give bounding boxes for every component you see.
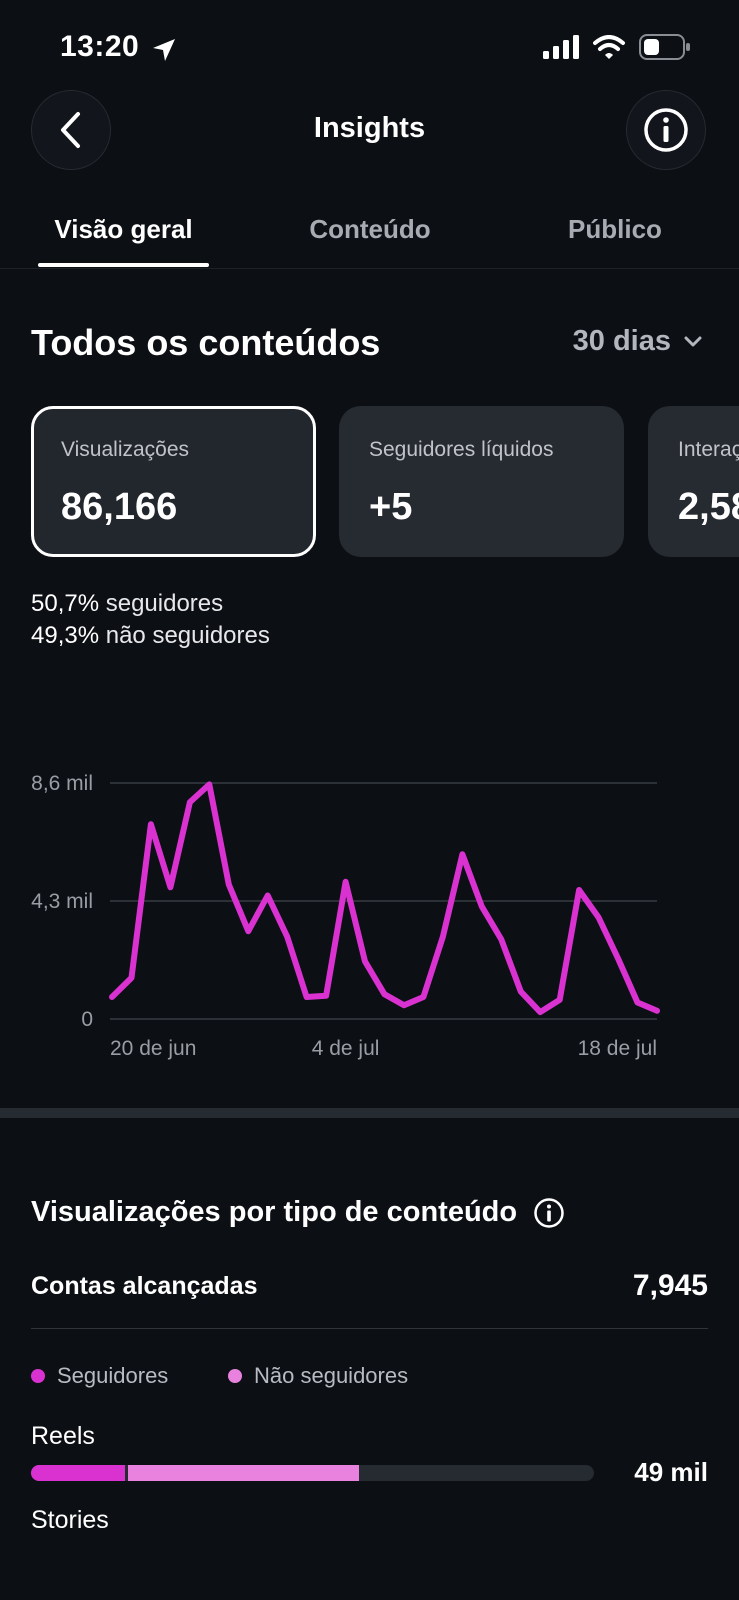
tab-overview[interactable]: Visão geral [54,214,193,244]
by-type-title: Visualizações por tipo de conteúdo [31,1196,565,1229]
reels-followers-segment [31,1465,125,1481]
views-line-chart: 8,6 mil 4,3 mil 0 20 de jun 4 de jul 18 de j… [31,772,660,1060]
metric-value: +5 [369,486,413,528]
metric-card-interactions[interactable]: Interações 2,58 [648,406,739,557]
metric-label: Interações [678,438,739,461]
reach-label: Contas alcançadas [31,1272,258,1300]
tabs-divider [0,268,739,269]
wifi-icon [593,35,625,59]
nonfollowers-percent: 49,3% [31,622,100,649]
x-tick-label: 20 de jun [110,1037,196,1060]
reels-value: 49 mil [634,1457,708,1487]
y-tick-label: 4,3 mil [31,890,93,913]
followers-split: 50,7% seguidores [31,590,223,618]
metric-card-net-followers[interactable]: Seguidores líquidos +5 [339,406,624,557]
legend-label: Seguidores [57,1363,169,1388]
x-tick-label: 4 de jul [312,1037,380,1060]
legend-item-followers: Seguidores [31,1363,168,1389]
followers-color-dot [31,1369,45,1383]
followers-percent: 50,7% [31,590,100,617]
info-button[interactable] [626,90,706,170]
metric-label: Seguidores líquidos [369,438,554,461]
period-label: 30 dias [572,325,671,357]
tab-audience[interactable]: Público [568,214,662,244]
content-type-label-stories: Stories [31,1506,109,1534]
info-icon [644,108,688,152]
y-tick-label: 8,6 mil [31,772,93,795]
followers-label: seguidores [105,590,224,617]
x-tick-label: 18 de jul [578,1037,657,1060]
metric-card-views[interactable]: Visualizações 86,166 [31,406,316,557]
nonfollowers-label: não seguidores [105,622,270,649]
content-type-label-reels: Reels [31,1422,95,1450]
metric-value: 86,166 [61,486,178,528]
reels-progress-bar [31,1465,594,1481]
series-line-views [109,781,660,1016]
nonfollowers-split: 49,3% não seguidores [31,622,270,650]
chevron-left-icon [61,112,80,148]
chevron-down-icon [684,336,702,346]
status-time: 13:20 [60,30,140,63]
legend-item-nonfollowers: Não seguidores [228,1363,408,1389]
location-arrow-icon [153,39,175,61]
y-tick-label: 0 [81,1008,93,1031]
section-divider [0,1108,739,1118]
reels-nonfollowers-segment [127,1465,359,1481]
active-tab-indicator [38,263,209,267]
info-icon[interactable] [533,1197,565,1229]
divider [31,1328,708,1329]
nonfollowers-color-dot [228,1369,242,1383]
metric-value: 2,58 [678,486,739,528]
legend-label: Não seguidores [254,1363,409,1388]
signal-icon [543,35,579,59]
back-button[interactable] [31,90,111,170]
status-icons [543,34,691,60]
reach-value: 7,945 [632,1269,708,1302]
period-selector[interactable]: 30 dias [573,325,703,358]
metric-label: Visualizações [61,438,190,461]
battery-icon [639,34,690,60]
by-type-title-text: Visualizações por tipo de conteúdo [31,1196,518,1228]
tab-content[interactable]: Conteúdo [309,214,431,244]
page-title: Insights [313,112,426,144]
section-title: Todos os conteúdos [31,322,381,363]
